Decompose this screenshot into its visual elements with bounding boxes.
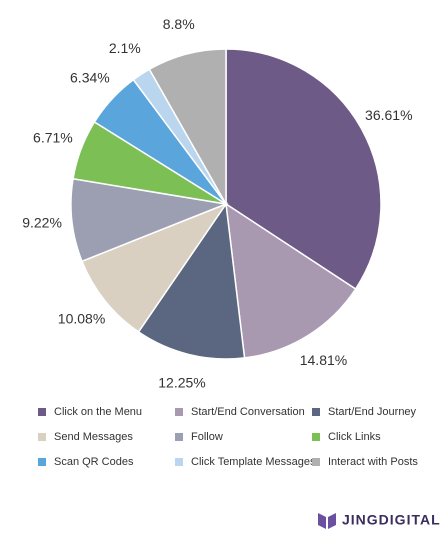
legend-label: Interact with Posts — [328, 456, 418, 468]
legend-label: Send Messages — [54, 431, 133, 443]
data-label: 9.22% — [22, 215, 62, 231]
data-label: 2.1% — [109, 40, 141, 56]
legend-swatch — [175, 408, 183, 416]
legend-swatch — [312, 458, 320, 466]
pie-slice — [80, 202, 229, 333]
logo: JINGDIGITAL — [318, 512, 441, 529]
legend-swatch — [175, 458, 183, 466]
legend-label: Scan QR Codes — [54, 456, 134, 468]
brand: JINGDIGITAL — [342, 512, 441, 528]
data-label: 12.25% — [158, 374, 205, 390]
legend-swatch — [38, 458, 46, 466]
data-label: 36.61% — [365, 107, 412, 123]
legend-swatch — [38, 408, 46, 416]
legend-label: Start/End Conversation — [191, 406, 305, 418]
legend-label: Start/End Journey — [328, 406, 417, 418]
data-label: 8.8% — [163, 16, 195, 32]
data-label: 14.81% — [300, 352, 347, 368]
legend-swatch — [312, 433, 320, 441]
legend-label: Click Template Messages — [191, 456, 316, 468]
legend-label: Click Links — [328, 431, 381, 443]
pie-slice — [225, 202, 357, 359]
pie-slice — [148, 48, 227, 207]
legend-label: Follow — [191, 431, 223, 443]
legend-swatch — [38, 433, 46, 441]
data-label: 10.08% — [58, 310, 105, 326]
data-label: 6.34% — [70, 69, 110, 85]
legend-label: Click on the Menu — [54, 406, 142, 418]
data-label: 6.71% — [33, 129, 73, 145]
pie-slice — [70, 177, 229, 263]
legend-swatch — [312, 408, 320, 416]
legend-swatch — [175, 433, 183, 441]
pie-slice — [137, 201, 246, 360]
